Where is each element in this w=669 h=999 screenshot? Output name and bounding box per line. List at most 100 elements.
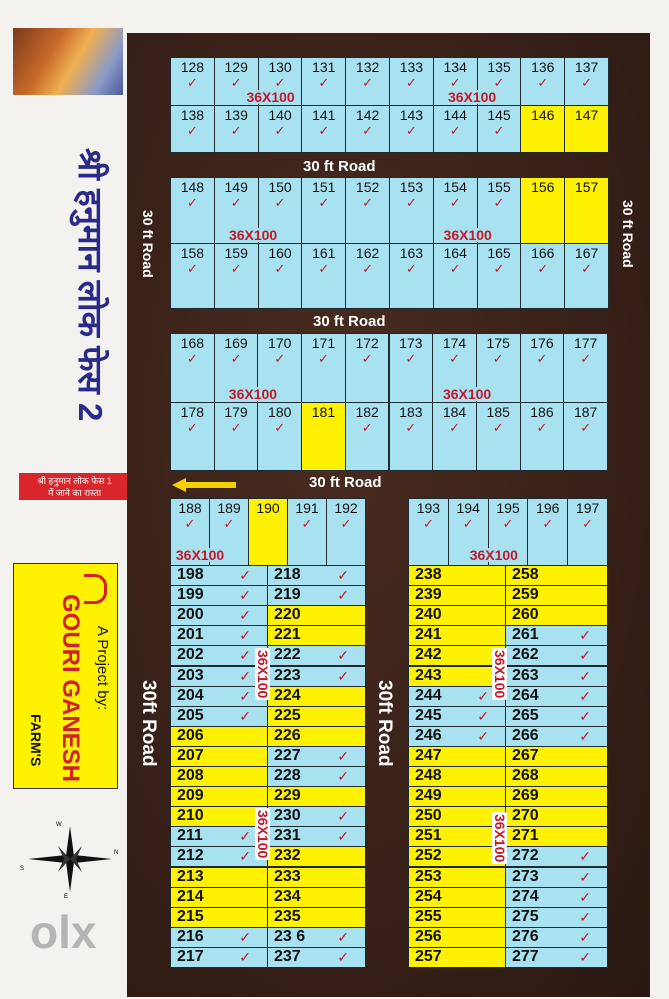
plot-259[interactable]: 259: [505, 585, 608, 607]
plot-198[interactable]: 198 ✓: [170, 565, 268, 587]
plot-186[interactable]: 186 ✓: [519, 401, 565, 471]
plot-128[interactable]: 128 ✓: [170, 57, 215, 106]
plot-196[interactable]: 196 ✓: [527, 498, 569, 566]
plot-276[interactable]: 276 ✓: [505, 926, 608, 948]
plot-227[interactable]: 227 ✓: [267, 745, 366, 767]
plot-216[interactable]: 216 ✓: [170, 926, 268, 948]
plot-220[interactable]: 220: [267, 605, 366, 627]
plot-187[interactable]: 187 ✓: [563, 401, 608, 471]
plot-211[interactable]: 211 ✓: [170, 826, 268, 848]
plot-202[interactable]: 202 ✓: [170, 645, 268, 667]
plot-182[interactable]: 182 ✓: [344, 401, 390, 471]
plot-209[interactable]: 209: [170, 786, 268, 808]
plot-248[interactable]: 248: [408, 766, 506, 788]
plot-143[interactable]: 143 ✓: [389, 104, 434, 153]
plot-183[interactable]: 183 ✓: [388, 401, 434, 471]
plot-237[interactable]: 237 ✓: [267, 946, 366, 968]
plot-223[interactable]: 223 ✓: [267, 665, 366, 687]
plot-228[interactable]: 228 ✓: [267, 766, 366, 788]
plot-207[interactable]: 207: [170, 745, 268, 767]
plot-157[interactable]: 157: [564, 177, 609, 244]
plot-152[interactable]: 152 ✓: [345, 177, 390, 244]
plot-214[interactable]: 214: [170, 886, 268, 908]
plot-221[interactable]: 221: [267, 625, 366, 647]
plot-167[interactable]: 167 ✓: [564, 242, 609, 309]
plot-265[interactable]: 265 ✓: [505, 705, 608, 727]
plot-232[interactable]: 232: [267, 846, 366, 868]
plot-233[interactable]: 233: [267, 866, 366, 888]
plot-218[interactable]: 218 ✓: [267, 565, 366, 587]
plot-151[interactable]: 151 ✓: [301, 177, 347, 244]
plot-191[interactable]: 191 ✓: [287, 498, 327, 566]
plot-199[interactable]: 199 ✓: [170, 585, 268, 607]
plot-173[interactable]: 173 ✓: [388, 333, 434, 403]
plot-144[interactable]: 144 ✓: [432, 104, 478, 153]
plot-158[interactable]: 158 ✓: [170, 242, 215, 309]
plot-234[interactable]: 234: [267, 886, 366, 908]
plot-176[interactable]: 176 ✓: [519, 333, 565, 403]
plot-180[interactable]: 180 ✓: [257, 401, 303, 471]
plot-246[interactable]: 246 ✓: [408, 725, 506, 747]
plot-247[interactable]: 247: [408, 745, 506, 767]
plot-153[interactable]: 153 ✓: [389, 177, 434, 244]
plot-210[interactable]: 210: [170, 806, 268, 828]
plot-171[interactable]: 171 ✓: [301, 333, 346, 403]
plot-148[interactable]: 148 ✓: [170, 177, 215, 244]
plot-161[interactable]: 161 ✓: [301, 242, 347, 309]
plot-139[interactable]: 139 ✓: [213, 104, 259, 153]
plot-208[interactable]: 208: [170, 766, 268, 788]
plot-263[interactable]: 263 ✓: [505, 665, 608, 687]
plot-193[interactable]: 193 ✓: [408, 498, 449, 566]
plot-261[interactable]: 261 ✓: [505, 625, 608, 647]
plot-225[interactable]: 225: [267, 705, 366, 727]
plot-240[interactable]: 240: [408, 605, 506, 627]
plot-142[interactable]: 142 ✓: [345, 104, 390, 153]
plot-147[interactable]: 147: [564, 104, 609, 153]
plot-203[interactable]: 203 ✓: [170, 665, 268, 687]
plot-262[interactable]: 262 ✓: [505, 645, 608, 667]
plot-235[interactable]: 235: [267, 906, 366, 928]
plot-266[interactable]: 266 ✓: [505, 725, 608, 747]
plot-160[interactable]: 160 ✓: [257, 242, 303, 309]
plot-145[interactable]: 145 ✓: [476, 104, 522, 153]
plot-185[interactable]: 185 ✓: [475, 401, 521, 471]
plot-272[interactable]: 272 ✓: [505, 846, 608, 868]
plot-271[interactable]: 271: [505, 826, 608, 848]
plot-212[interactable]: 212 ✓: [170, 846, 268, 868]
plot-179[interactable]: 179 ✓: [213, 401, 259, 471]
plot-273[interactable]: 273 ✓: [505, 866, 608, 888]
plot-257[interactable]: 257: [408, 946, 506, 968]
plot-251[interactable]: 251: [408, 826, 506, 848]
plot-166[interactable]: 166 ✓: [520, 242, 566, 309]
plot-137[interactable]: 137 ✓: [564, 57, 609, 106]
plot-254[interactable]: 254: [408, 886, 506, 908]
plot-268[interactable]: 268: [505, 766, 608, 788]
plot-159[interactable]: 159 ✓: [213, 242, 259, 309]
plot-241[interactable]: 241: [408, 625, 506, 647]
plot-224[interactable]: 224: [267, 685, 366, 707]
plot-231[interactable]: 231 ✓: [267, 826, 366, 848]
plot-267[interactable]: 267: [505, 745, 608, 767]
plot-275[interactable]: 275 ✓: [505, 906, 608, 928]
plot-226[interactable]: 226: [267, 725, 366, 747]
plot-140[interactable]: 140 ✓: [257, 104, 303, 153]
plot-238[interactable]: 238: [408, 565, 506, 587]
plot-131[interactable]: 131 ✓: [301, 57, 347, 106]
plot-192[interactable]: 192 ✓: [326, 498, 366, 566]
plot-269[interactable]: 269: [505, 786, 608, 808]
plot-178[interactable]: 178 ✓: [170, 401, 215, 471]
plot-277[interactable]: 277 ✓: [505, 946, 608, 968]
plot-184[interactable]: 184 ✓: [432, 401, 477, 471]
plot-200[interactable]: 200 ✓: [170, 605, 268, 627]
plot-177[interactable]: 177 ✓: [563, 333, 608, 403]
plot-252[interactable]: 252: [408, 846, 506, 868]
plot-256[interactable]: 256: [408, 926, 506, 948]
plot-230[interactable]: 230 ✓: [267, 806, 366, 828]
plot-205[interactable]: 205 ✓: [170, 705, 268, 727]
plot-245[interactable]: 245 ✓: [408, 705, 506, 727]
plot-270[interactable]: 270: [505, 806, 608, 828]
plot-260[interactable]: 260: [505, 605, 608, 627]
plot-138[interactable]: 138 ✓: [170, 104, 215, 153]
plot-204[interactable]: 204 ✓: [170, 685, 268, 707]
plot-136[interactable]: 136 ✓: [520, 57, 566, 106]
